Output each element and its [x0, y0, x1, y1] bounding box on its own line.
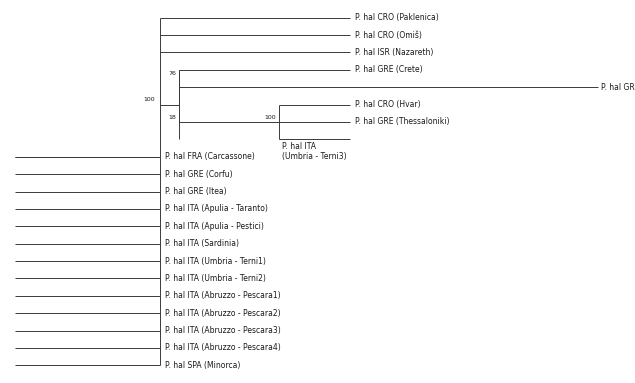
Text: P. hal ITA
(Umbria - Terni3): P. hal ITA (Umbria - Terni3) — [282, 142, 347, 161]
Text: P. hal GRE (Thessaloniki): P. hal GRE (Thessaloniki) — [355, 118, 450, 126]
Text: 100: 100 — [264, 115, 276, 120]
Text: P. hal SPA (Minorca): P. hal SPA (Minorca) — [164, 361, 240, 370]
Text: P. hal ISR (Nazareth): P. hal ISR (Nazareth) — [355, 48, 433, 57]
Text: P. hal ITA (Abruzzo - Pescara2): P. hal ITA (Abruzzo - Pescara2) — [164, 309, 280, 318]
Text: P. hal ITA (Abruzzo - Pescara4): P. hal ITA (Abruzzo - Pescara4) — [164, 344, 281, 352]
Text: P. hal GRE (Corfu): P. hal GRE (Corfu) — [164, 170, 232, 178]
Text: P. hal FRA (Carcassone): P. hal FRA (Carcassone) — [164, 152, 255, 161]
Text: P. hal GRE (Crete): P. hal GRE (Crete) — [355, 65, 422, 74]
Text: 18: 18 — [168, 115, 176, 120]
Text: 100: 100 — [144, 97, 155, 102]
Text: P. hal CRO (Hvar): P. hal CRO (Hvar) — [355, 100, 420, 109]
Text: P. hal ITA (Abruzzo - Pescara1): P. hal ITA (Abruzzo - Pescara1) — [164, 291, 280, 300]
Text: 76: 76 — [168, 71, 176, 76]
Text: P. hal ITA (Sardinia): P. hal ITA (Sardinia) — [164, 239, 239, 248]
Text: P. hal ITA (Abruzzo - Pescara3): P. hal ITA (Abruzzo - Pescara3) — [164, 326, 281, 335]
Text: P. hal GRE (Itea): P. hal GRE (Itea) — [164, 187, 226, 196]
Text: P. hal ITA (Umbria - Terni1): P. hal ITA (Umbria - Terni1) — [164, 257, 265, 265]
Text: P. hal ITA (Apulia - Taranto): P. hal ITA (Apulia - Taranto) — [164, 205, 267, 213]
Text: P. hal ITA (Apulia - Pestici): P. hal ITA (Apulia - Pestici) — [164, 222, 264, 231]
Text: P. hal ITA (Umbria - Terni2): P. hal ITA (Umbria - Terni2) — [164, 274, 265, 283]
Text: P. hal GRE (Evia): P. hal GRE (Evia) — [601, 83, 635, 92]
Text: P. hal CRO (Omiš): P. hal CRO (Omiš) — [355, 31, 422, 39]
Text: P. hal CRO (Paklenica): P. hal CRO (Paklenica) — [355, 13, 439, 22]
